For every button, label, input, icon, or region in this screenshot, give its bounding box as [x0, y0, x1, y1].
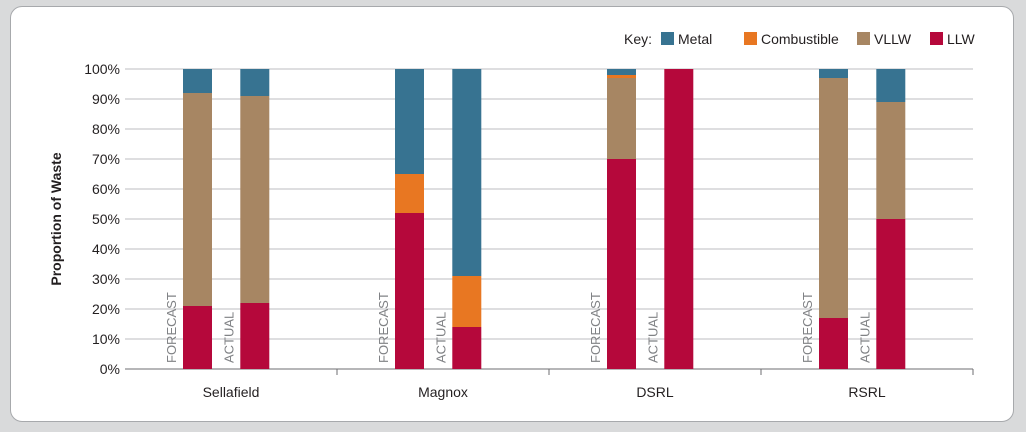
- y-tick-label: 80%: [92, 121, 120, 137]
- bar-dsrl-actual-llw: [664, 69, 694, 369]
- bar-magnox-actual-combustible: [452, 276, 482, 327]
- bar-rsrl-forecast-llw: [819, 318, 848, 369]
- bar-label-forecast: FORECAST: [800, 292, 815, 363]
- y-tick-label: 10%: [92, 331, 120, 347]
- bar-rsrl-actual-llw: [876, 219, 906, 369]
- y-tick-label: 50%: [92, 211, 120, 227]
- legend-swatch-vllw: [857, 32, 870, 45]
- y-axis-title: Proportion of Waste: [48, 152, 64, 285]
- bar-sellafield-actual-llw: [240, 303, 270, 369]
- y-tick-label: 70%: [92, 151, 120, 167]
- bar-label-actual: ACTUAL: [221, 312, 236, 363]
- bar-rsrl-actual-metal: [876, 69, 906, 102]
- legend-label-metal: Metal: [678, 31, 712, 47]
- bar-magnox-forecast-combustible: [395, 174, 424, 213]
- bar-dsrl-forecast-metal: [607, 69, 636, 75]
- bar-label-actual: ACTUAL: [645, 312, 660, 363]
- bar-sellafield-forecast-llw: [183, 306, 212, 369]
- bar-label-actual: ACTUAL: [857, 312, 872, 363]
- x-tick-label-rsrl: RSRL: [848, 384, 886, 400]
- bar-sellafield-forecast-vllw: [183, 93, 212, 306]
- bar-sellafield-actual-vllw: [240, 96, 270, 303]
- y-tick-label: 100%: [84, 61, 120, 77]
- x-tick-label-sellafield: Sellafield: [203, 384, 260, 400]
- bar-magnox-forecast-metal: [395, 69, 424, 174]
- bar-rsrl-actual-vllw: [876, 102, 906, 219]
- y-tick-label: 60%: [92, 181, 120, 197]
- bar-label-forecast: FORECAST: [376, 292, 391, 363]
- bar-magnox-forecast-llw: [395, 213, 424, 369]
- legend-swatch-combustible: [744, 32, 757, 45]
- bar-sellafield-actual-metal: [240, 69, 270, 96]
- y-tick-label: 20%: [92, 301, 120, 317]
- bar-label-forecast: FORECAST: [164, 292, 179, 363]
- bar-dsrl-forecast-vllw: [607, 78, 636, 159]
- bar-label-forecast: FORECAST: [588, 292, 603, 363]
- y-tick-label: 90%: [92, 91, 120, 107]
- bar-sellafield-forecast-metal: [183, 69, 212, 93]
- y-tick-label: 0%: [100, 361, 120, 377]
- legend-label-vllw: VLLW: [874, 31, 912, 47]
- bar-dsrl-forecast-llw: [607, 159, 636, 369]
- bar-label-actual: ACTUAL: [433, 312, 448, 363]
- y-tick-label: 30%: [92, 271, 120, 287]
- chart-card: 0% 10% 20% 30% 40% 50% 60% 70% 80% 90% 100% Proport…: [10, 6, 1014, 422]
- y-tick-label: 40%: [92, 241, 120, 257]
- bar-rsrl-forecast-vllw: [819, 78, 848, 318]
- legend-swatch-llw: [930, 32, 943, 45]
- legend-title: Key:: [624, 31, 652, 47]
- x-tick-label-magnox: Magnox: [418, 384, 468, 400]
- legend-label-combustible: Combustible: [761, 31, 839, 47]
- legend-swatch-metal: [661, 32, 674, 45]
- bar-dsrl-forecast-combustible: [607, 75, 636, 78]
- bar-rsrl-forecast-metal: [819, 69, 848, 78]
- bar-magnox-actual-metal: [452, 69, 482, 276]
- legend-label-llw: LLW: [947, 31, 976, 47]
- stacked-bar-chart: 0% 10% 20% 30% 40% 50% 60% 70% 80% 90% 100% Proport…: [48, 31, 976, 400]
- bar-magnox-actual-llw: [452, 327, 482, 369]
- x-tick-label-dsrl: DSRL: [636, 384, 674, 400]
